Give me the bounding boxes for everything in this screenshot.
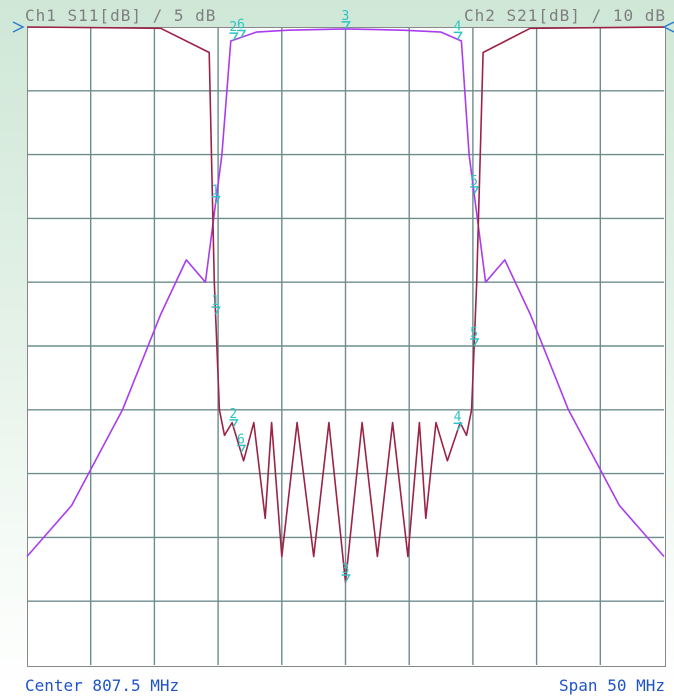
marker-label: 3 [342,9,350,24]
marker-label: 4 [454,19,462,34]
marker-triangle [453,31,463,40]
ch2-trace-label: Ch2 S21[dB] / 10 dB [463,6,666,25]
ch1-reference-arrow [12,21,25,33]
marker-label: 4 [454,410,462,425]
marker-label: 1 [212,184,220,199]
marker-label: 2 [229,407,237,422]
marker-triangle [229,32,239,41]
marker-label: 1 [212,294,220,309]
marker-triangle [341,21,351,30]
marker-label: 6 [237,17,245,32]
marker-triangle [341,574,351,583]
marker-triangle [470,186,480,195]
marker-label: 3 [342,562,350,577]
marker-label: 6 [237,432,245,447]
marker-triangle [237,29,247,38]
marker-triangle [237,444,247,453]
marker-triangle [211,306,221,315]
marker-triangle [470,338,480,347]
marker-triangle [453,422,463,431]
span-label: Span 50 MHz [559,676,665,695]
center-frequency-label: Center 807.5 MHz [25,676,180,695]
marker-label: 2 [229,20,237,35]
s11-trace [26,26,665,583]
marker-label: 5 [470,326,478,341]
plot-area [27,27,666,667]
marker-label: 5 [470,174,478,189]
marker-triangle [229,419,239,428]
ch1-trace-label: Ch1 S11[dB] / 5 dB [25,6,217,25]
marker-triangle [211,195,221,205]
